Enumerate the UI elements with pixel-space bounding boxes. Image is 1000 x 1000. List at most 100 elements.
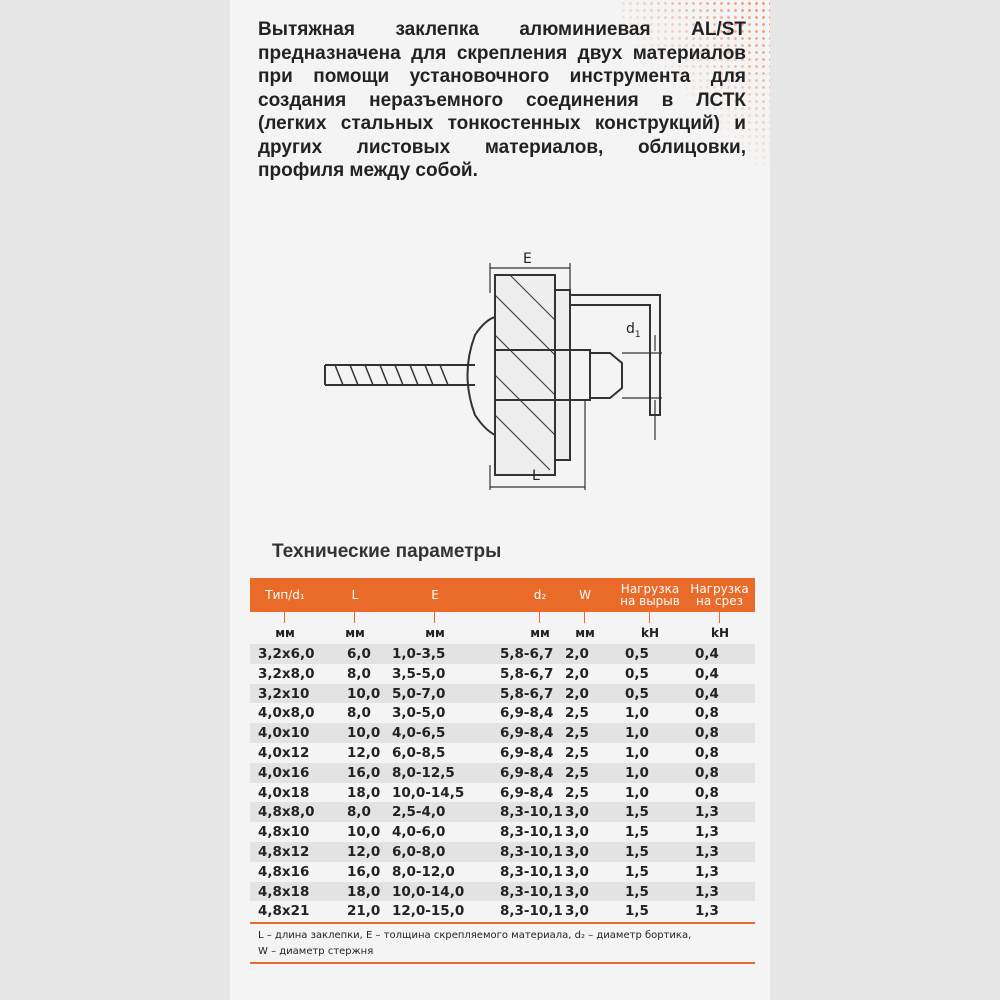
rivet-head bbox=[466, 315, 496, 437]
label-d1: d1 bbox=[626, 321, 641, 340]
table-cell: 2,5-4,0 bbox=[392, 804, 446, 821]
table-cell: 4,8x16 bbox=[258, 863, 310, 880]
table-cell: 12,0 bbox=[347, 744, 381, 761]
table-cell: 3,0 bbox=[565, 804, 589, 821]
column-header: Тип/d₁ bbox=[265, 588, 305, 602]
divider bbox=[250, 962, 755, 964]
table-cell: 6,9-8,4 bbox=[500, 705, 554, 722]
table-cell: 1,0 bbox=[625, 705, 649, 722]
table-cell: 8,0 bbox=[347, 665, 371, 682]
table-cell: 3,0 bbox=[565, 824, 589, 841]
table-cell: 18,0 bbox=[347, 784, 381, 801]
sheet-1 bbox=[494, 274, 556, 476]
table-cell: 1,5 bbox=[625, 824, 649, 841]
column-header: E bbox=[431, 588, 439, 602]
table-cell: 2,5 bbox=[565, 705, 589, 722]
rivet-mandrel bbox=[324, 364, 475, 386]
table-cell: 18,0 bbox=[347, 883, 381, 900]
table-row: 3,2x6,0 6,0 1,0-3,5 5,8-6,7 2,0 0,5 0,4 bbox=[250, 644, 755, 664]
unit: мм bbox=[325, 612, 385, 640]
table-row: 4,0x12 12,0 6,0-8,5 6,9-8,4 2,5 1,0 0,8 bbox=[250, 743, 755, 763]
column-header: d₂ bbox=[533, 588, 547, 602]
table-cell: 6,0-8,5 bbox=[392, 744, 446, 761]
table-cell: 5,0-7,0 bbox=[392, 685, 446, 702]
table-cell: 0,5 bbox=[625, 685, 649, 702]
rivet-body bbox=[495, 349, 623, 401]
table-cell: 4,8x8,0 bbox=[258, 804, 315, 821]
table-cell: 8,3-10,1 bbox=[500, 804, 563, 821]
column-header: W bbox=[579, 588, 591, 602]
table-row: 4,0x16 16,0 8,0-12,5 6,9-8,4 2,5 1,0 0,8 bbox=[250, 762, 755, 783]
table-cell: 5,8-6,7 bbox=[500, 685, 554, 702]
table-cell: 6,0-8,0 bbox=[392, 843, 446, 860]
table-body: 3,2x6,0 6,0 1,0-3,5 5,8-6,7 2,0 0,5 0,4 3,2x8,0… bbox=[250, 644, 755, 921]
table-cell: 3,5-5,0 bbox=[392, 665, 446, 682]
table-cell: 4,8x12 bbox=[258, 843, 310, 860]
table-cell: 0,8 bbox=[695, 725, 719, 742]
rivet-diagram: E d1 L bbox=[324, 251, 662, 490]
table-row: 4,0x18 18,0 10,0-14,5 6,9-8,4 2,5 1,0 0,8 bbox=[250, 783, 755, 803]
table-cell: 1,5 bbox=[625, 903, 649, 920]
table-cell: 1,3 bbox=[695, 863, 719, 880]
decorative-dot-pattern bbox=[620, 0, 770, 170]
label-l: L bbox=[532, 468, 540, 484]
units-row: мм мм мм мм мм kH kH bbox=[250, 612, 755, 652]
table-cell: 1,5 bbox=[625, 804, 649, 821]
table-cell: 8,0-12,0 bbox=[392, 863, 455, 880]
table-cell: 0,4 bbox=[695, 646, 719, 662]
section-title: Технические параметры bbox=[272, 541, 502, 562]
table-row: 4,8x18 18,0 10,0-14,0 8,3-10,1 3,0 1,5 1,3 bbox=[250, 881, 755, 902]
table-cell: 4,0x12 bbox=[258, 744, 310, 761]
unit: kH bbox=[690, 612, 750, 640]
product-description: Вытяжная заклепка алюминиевая AL/ST пред… bbox=[258, 19, 746, 181]
table-cell: 3,2x6,0 bbox=[258, 646, 315, 662]
column-header: Нагрузка на срез bbox=[690, 582, 749, 608]
table-cell: 1,0 bbox=[625, 764, 649, 781]
table-cell: 2,5 bbox=[565, 784, 589, 801]
footnote-line: L – длина заклепки, E – толщина скрепляе… bbox=[258, 930, 692, 941]
table-cell: 1,5 bbox=[625, 863, 649, 880]
table-cell: 12,0-15,0 bbox=[392, 903, 465, 920]
table-cell: 1,3 bbox=[695, 883, 719, 900]
table-cell: 4,8x21 bbox=[258, 903, 310, 920]
unit: мм bbox=[510, 612, 570, 640]
table-cell: 8,3-10,1 bbox=[500, 824, 563, 841]
table-row: 4,8x21 21,0 12,0-15,0 8,3-10,1 3,0 1,5 1,3 bbox=[250, 901, 755, 921]
table-cell: 4,0x18 bbox=[258, 784, 310, 801]
table-cell: 1,0-3,5 bbox=[392, 646, 446, 662]
table-cell: 2,0 bbox=[565, 685, 589, 702]
product-info-card: Вытяжная заклепка алюминиевая AL/ST пред… bbox=[230, 0, 770, 1000]
table-cell: 10,0 bbox=[347, 685, 381, 702]
table-cell: 2,0 bbox=[565, 646, 589, 662]
table-row: 4,0x8,0 8,0 3,0-5,0 6,9-8,4 2,5 1,0 0,8 bbox=[250, 703, 755, 723]
table-cell: 4,0x8,0 bbox=[258, 705, 315, 722]
table-cell: 16,0 bbox=[347, 863, 381, 880]
table-cell: 8,3-10,1 bbox=[500, 843, 563, 860]
table-cell: 3,0 bbox=[565, 863, 589, 880]
table-cell: 0,4 bbox=[695, 685, 719, 702]
label-e: E bbox=[523, 251, 532, 267]
table-cell: 4,0-6,5 bbox=[392, 725, 446, 742]
table-cell: 4,8x18 bbox=[258, 883, 310, 900]
unit: мм bbox=[405, 612, 465, 640]
table-cell: 8,0 bbox=[347, 804, 371, 821]
table-cell: 0,4 bbox=[695, 665, 719, 682]
table-cell: 0,8 bbox=[695, 705, 719, 722]
unit: мм bbox=[255, 612, 315, 640]
table-cell: 5,8-6,7 bbox=[500, 646, 554, 662]
table-cell: 3,0 bbox=[565, 843, 589, 860]
table-cell: 4,0x10 bbox=[258, 725, 310, 742]
unit: kH bbox=[620, 612, 680, 640]
table-cell: 1,3 bbox=[695, 843, 719, 860]
table-cell: 3,0 bbox=[565, 883, 589, 900]
table-cell: 1,5 bbox=[625, 883, 649, 900]
table-cell: 8,3-10,1 bbox=[500, 903, 563, 920]
table-cell: 12,0 bbox=[347, 843, 381, 860]
table-cell: 6,0 bbox=[347, 646, 371, 662]
table-cell: 3,2x8,0 bbox=[258, 665, 315, 682]
sheet-2 bbox=[554, 289, 571, 461]
table-cell: 1,0 bbox=[625, 725, 649, 742]
table-cell: 10,0-14,0 bbox=[392, 883, 465, 900]
table-cell: 5,8-6,7 bbox=[500, 665, 554, 682]
table-cell: 8,0 bbox=[347, 705, 371, 722]
